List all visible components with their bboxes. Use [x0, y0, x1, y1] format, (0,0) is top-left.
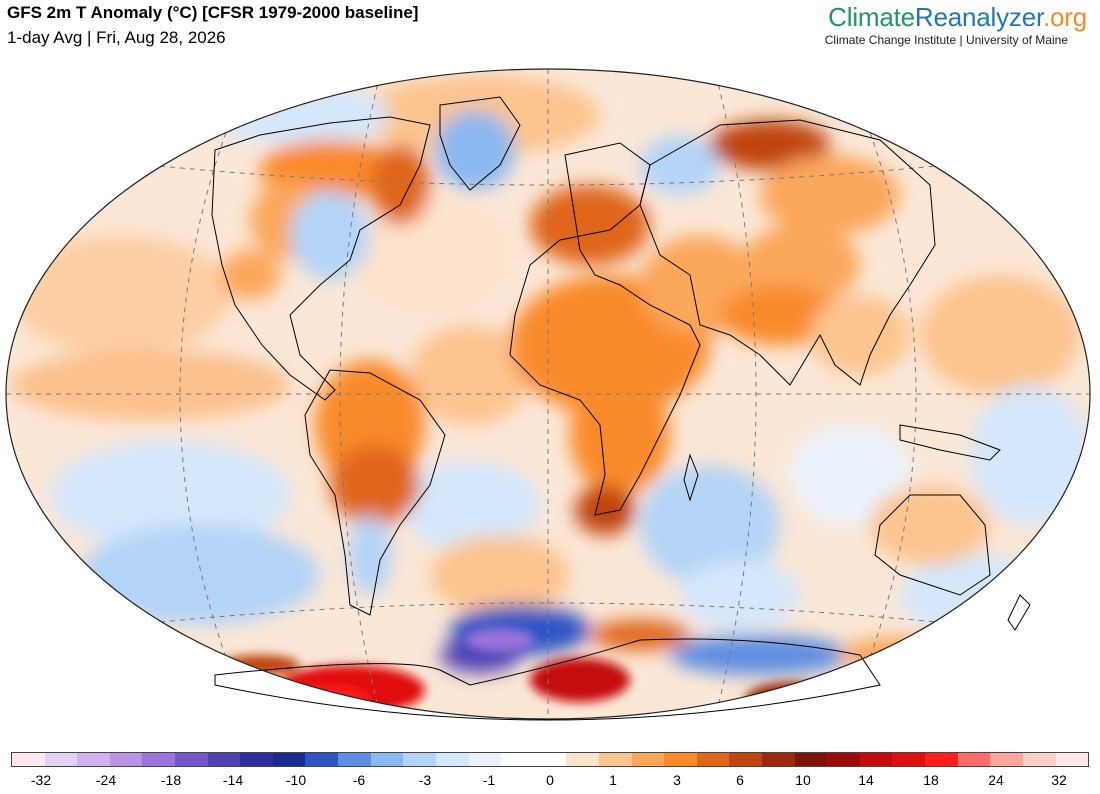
logo-part-reanalyzer: Reanalyzer [914, 2, 1043, 32]
graticule [6, 69, 1090, 719]
colorbar-segment [44, 753, 78, 766]
colorbar-segment [338, 753, 371, 766]
colorbar-segment [142, 753, 176, 766]
colorbar-segment [957, 753, 991, 766]
colorbar-segment [109, 753, 143, 766]
colorbar-segment [305, 753, 339, 766]
colorbar-segment [403, 753, 436, 766]
colorbar-segment [990, 753, 1023, 766]
colorbar-segment [827, 753, 860, 766]
colorbar-segment [762, 753, 795, 766]
coastlines [211, 96, 1031, 721]
colorbar-segment [1055, 753, 1089, 766]
colorbar-segment [207, 753, 241, 766]
colorbar-tick-label: -1 [482, 772, 496, 788]
institution-tagline: Climate Change Institute | University of… [824, 33, 1068, 47]
colorbar-segment [370, 753, 404, 766]
logo-part-climate: Climate [828, 2, 915, 32]
colorbar-segment [501, 753, 534, 766]
colorbar-segment [175, 753, 208, 766]
colorbar-segment [696, 753, 730, 766]
colorbar-tick-labels: -32 -24 -18 -14 -10 -6 -3 -1 0 1 3 6 10 14 18 24 32 [11, 772, 1089, 790]
logo-part-org: .org [1042, 2, 1087, 32]
map-subtitle: 1-day Avg | Fri, Aug 28, 2026 [7, 28, 226, 47]
colorbar-segment [12, 753, 45, 766]
colorbar-segment [566, 753, 599, 766]
colorbar-segment [77, 753, 110, 766]
colorbar-segment [435, 753, 469, 766]
colorbar-segment [892, 753, 926, 766]
colorbar-tick-label: -10 [285, 772, 307, 788]
colorbar-segment [729, 753, 763, 766]
colorbar-tick-label: 1 [609, 772, 617, 788]
projection-outline [5, 68, 1091, 720]
colorbar-tick-label: -18 [160, 772, 182, 788]
colorbar-tick-label: 18 [923, 772, 939, 788]
colorbar-tick-label: 24 [988, 772, 1004, 788]
climate-reanalyzer-logo[interactable]: ClimateReanalyzer.org [828, 2, 1087, 33]
colorbar-tick-label: 3 [673, 772, 681, 788]
colorbar-segment [859, 753, 893, 766]
colorbar-tick-label: 6 [736, 772, 744, 788]
anomaly-field [6, 69, 1090, 719]
colorbar-tick-label: 0 [546, 772, 554, 788]
colorbar-tick-label: -32 [30, 772, 52, 788]
colorbar-segment [794, 753, 828, 766]
colorbar-segment [468, 753, 502, 766]
colorbar-tick-label: -24 [95, 772, 117, 788]
colorbar-tick-label: -14 [222, 772, 244, 788]
colorbar-segment [598, 753, 632, 766]
colorbar-tick-label: 32 [1051, 772, 1067, 788]
colorbar-segment [925, 753, 958, 766]
colorbar-tick-label: 10 [795, 772, 811, 788]
colorbar-segment [272, 753, 306, 766]
anomaly-colorbar [11, 752, 1089, 767]
colorbar-segment [631, 753, 665, 766]
map-title: GFS 2m T Anomaly (°C) [CFSR 1979-2000 ba… [7, 3, 419, 22]
colorbar-tick-label: 14 [858, 772, 874, 788]
colorbar-segment [533, 753, 567, 766]
colorbar-tick-label: -6 [352, 772, 366, 788]
colorbar-segment [664, 753, 697, 766]
temperature-anomaly-map [5, 68, 1091, 721]
colorbar-tick-label: -3 [418, 772, 432, 788]
colorbar-segment [1022, 753, 1056, 766]
colorbar-segment [240, 753, 273, 766]
